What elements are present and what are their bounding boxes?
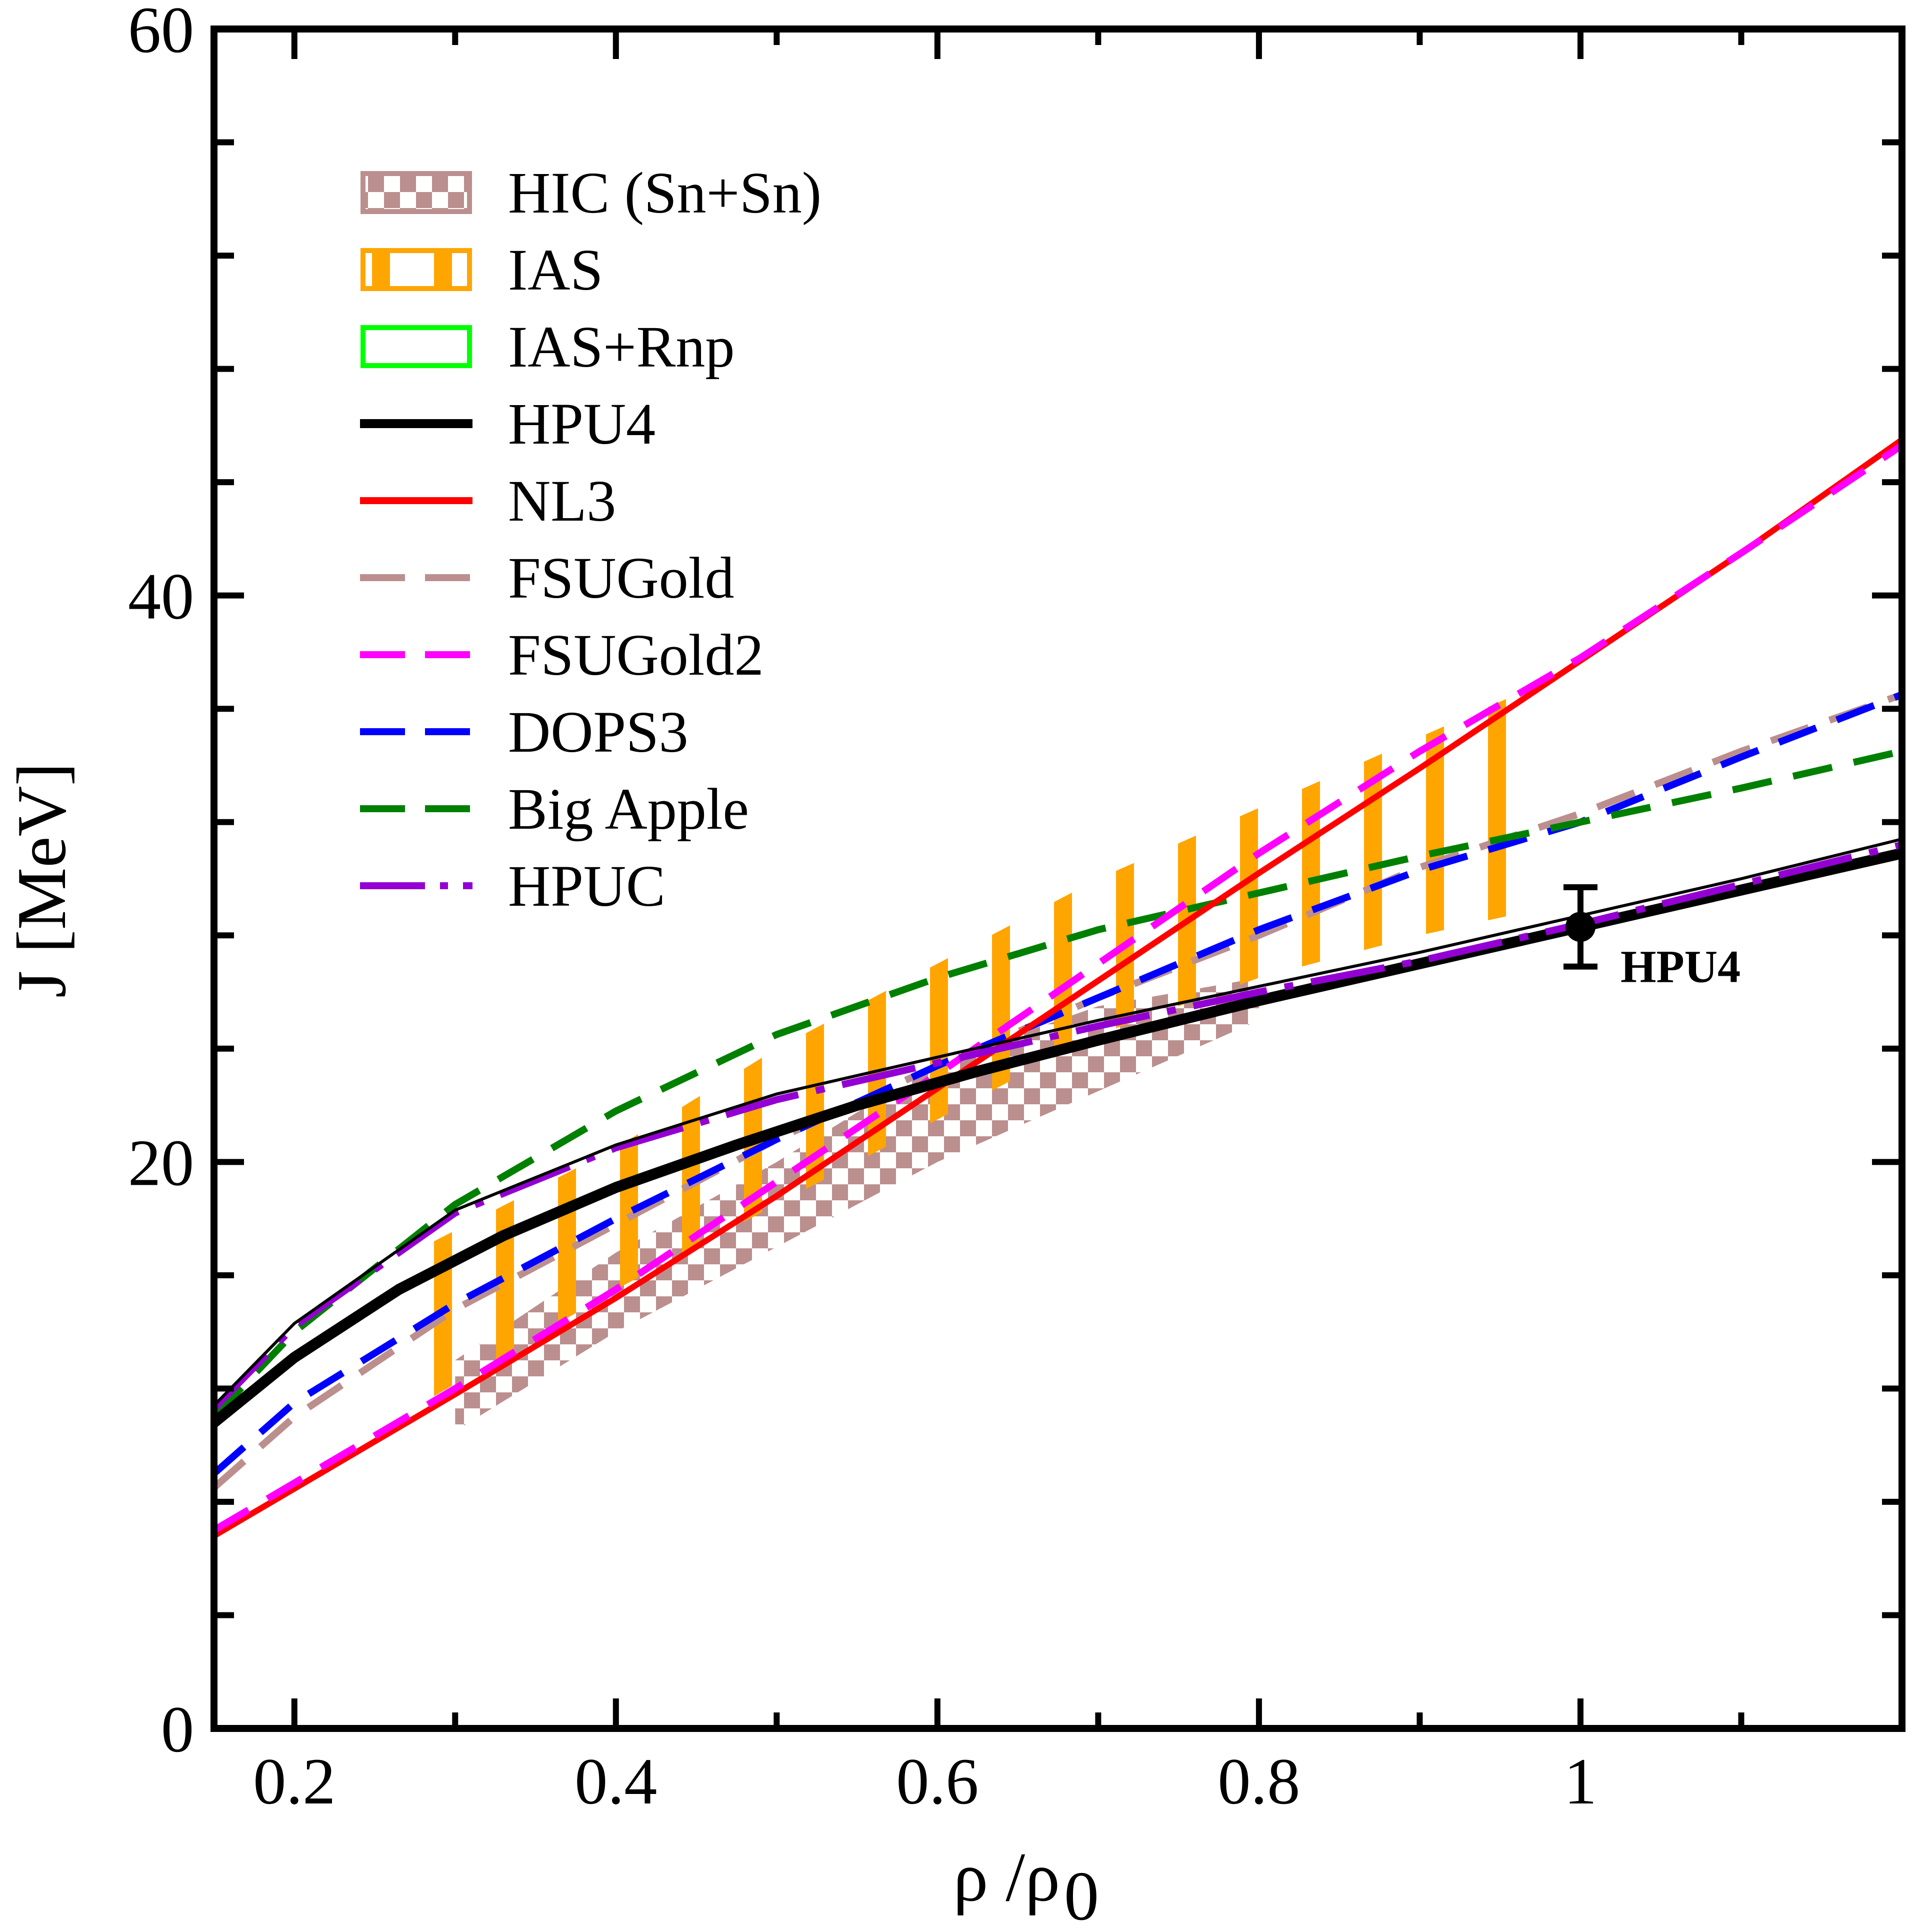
legend-label-big-apple: Big Apple <box>508 776 749 842</box>
y-axis-title: J [MeV] <box>3 763 80 998</box>
data-point-marker <box>1565 912 1596 942</box>
x-tick-label: 1 <box>1564 1744 1597 1818</box>
plot-frame <box>210 26 1906 1732</box>
legend-label-ias-rnp: IAS+Rnp <box>508 314 734 380</box>
data-point-layer: HPU4 <box>1563 884 1740 992</box>
legend-label-hpuc: HPUC <box>508 853 666 919</box>
series-layer <box>214 437 1902 1539</box>
axes-layer: 0.2 0.4 0.6 0.8 1 0 20 40 60 <box>128 0 1906 1818</box>
legend: HIC (Sn+Sn) IAS IAS+Rnp HPU4 NL3 FSUGold FSUGo… <box>360 160 822 919</box>
x-axis-title: ρ /ρ <box>953 1838 1060 1916</box>
legend-label-nl3: NL3 <box>508 468 616 534</box>
legend-swatch-ias-rnp <box>360 325 472 368</box>
legend-swatch-ias <box>360 248 472 291</box>
data-point-label: HPU4 <box>1620 941 1740 992</box>
legend-label-fsugold: FSUGold <box>508 545 734 611</box>
x-tick-label: 0.6 <box>896 1744 978 1818</box>
series-line-big-apple <box>214 748 1902 1419</box>
series-line-fsugold2 <box>214 442 1902 1533</box>
band-hic-sn-sn <box>455 978 1259 1431</box>
legend-label-hic-sn-sn: HIC (Sn+Sn) <box>508 160 822 226</box>
legend-label-dops3: DOPS3 <box>508 699 688 765</box>
legend-swatch-hic-sn-sn <box>360 171 472 214</box>
x-tick-label: 0.8 <box>1218 1744 1300 1818</box>
legend-label-ias: IAS <box>508 237 603 303</box>
series-line-fsugold <box>214 691 1902 1490</box>
y-tick-label: 60 <box>128 0 194 67</box>
x-tick-label: 0.2 <box>253 1744 336 1818</box>
legend-label-hpu4: HPU4 <box>508 391 656 457</box>
y-tick-label: 40 <box>128 560 194 633</box>
y-tick-label: 0 <box>161 1692 194 1766</box>
x-axis-title-subscript: 0 <box>1064 1857 1099 1932</box>
y-tick-label: 20 <box>128 1126 194 1199</box>
series-line-thin-reference <box>214 837 1902 1407</box>
series-line-hpuc <box>214 841 1902 1411</box>
series-line-dops3 <box>214 691 1902 1476</box>
x-tick-label: 0.4 <box>574 1744 657 1818</box>
legend-label-fsugold2: FSUGold2 <box>508 622 764 688</box>
